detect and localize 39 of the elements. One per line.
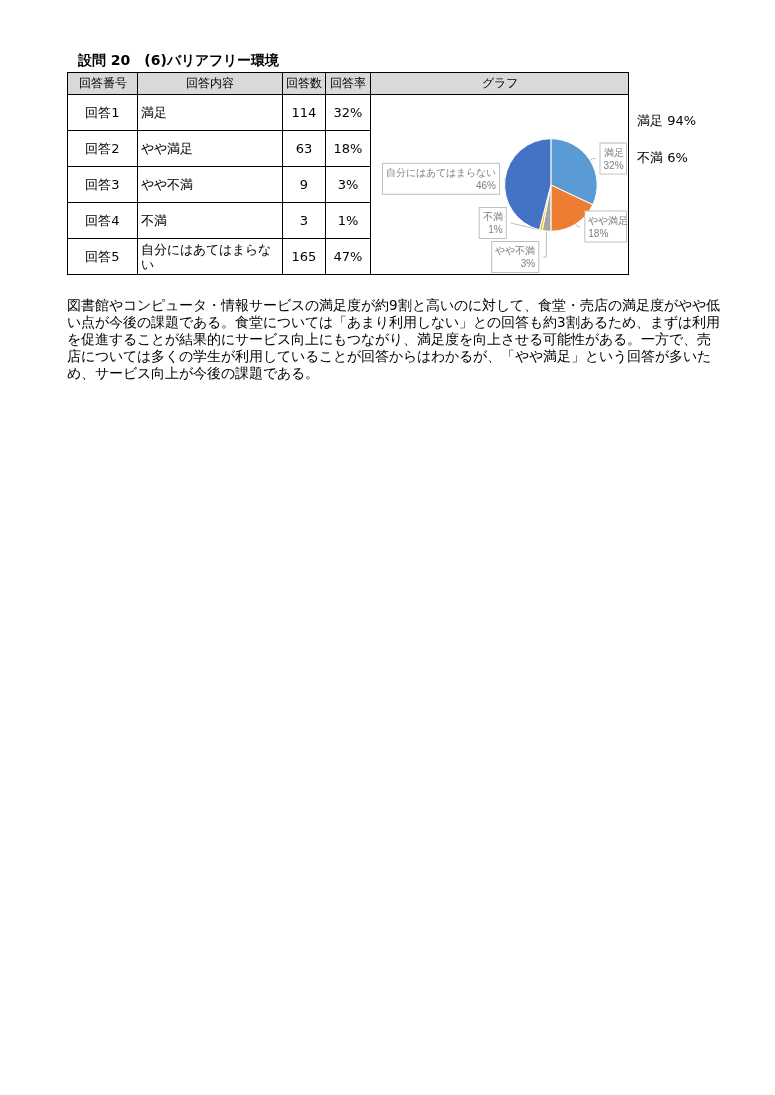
slice-label: 満足 [603, 146, 624, 158]
text: 回答番号 [67, 72, 138, 95]
text: 3% [325, 166, 371, 203]
data-label: 18% [588, 227, 609, 239]
text: 回答率 [325, 72, 371, 95]
category-label: やや満足 [141, 141, 193, 156]
text: グラフ [370, 72, 629, 95]
slice-label: やや不満 [495, 244, 536, 256]
text: 114 [282, 94, 326, 131]
data-label: 46% [475, 179, 497, 191]
text: 9 [282, 166, 326, 203]
text: 回答2 [67, 130, 138, 167]
text: 回答4 [67, 202, 138, 239]
category-label: 不満 [141, 213, 167, 228]
text: 回答3 [67, 166, 138, 203]
text: 図書館やコンピュータ・情報サービスの満足度が約9割と高いのに対して、食堂・売店の満足度がやや低い点が今後の課題である。食堂については「あまり利用しない」との回答も約3割あるため、まずは利用を促進することが結果的にサービス向上にもつながり、満足度を向上させる可能性がある。一方で、売店については多くの学生が利用していることが回答からはわかるが、「やや満足」という回答が多いため、サービス向上が今後の課題である。 [67, 297, 721, 382]
text: 1% [325, 202, 371, 239]
data-label: 3% [520, 257, 536, 269]
text: 18% [325, 130, 371, 167]
category-label: 満足 [141, 105, 167, 120]
text: 47% [325, 238, 371, 275]
text: 回答内容 [137, 72, 283, 95]
text: 3 [282, 202, 326, 239]
slice-label: 自分にはあてはまらない [386, 166, 497, 178]
slice-label: やや満足 [588, 214, 629, 226]
data-label: 1% [488, 223, 503, 235]
text: 63 [282, 130, 326, 167]
text: 不満 6% [637, 150, 688, 165]
data-label: 32% [603, 159, 624, 171]
text: 165 [282, 238, 326, 275]
text: 設問 20 (6)バリアフリー環境 [78, 52, 279, 70]
text: 32% [325, 94, 371, 131]
text: 回答5 [67, 238, 138, 275]
category-label: 自分にはあてはまらない [141, 241, 271, 272]
slice-label: 不満 [482, 210, 503, 222]
text: 回答1 [67, 94, 138, 131]
text: 満足 94% [637, 113, 697, 128]
text: 回答数 [282, 72, 326, 95]
category-label: やや不満 [141, 177, 193, 192]
